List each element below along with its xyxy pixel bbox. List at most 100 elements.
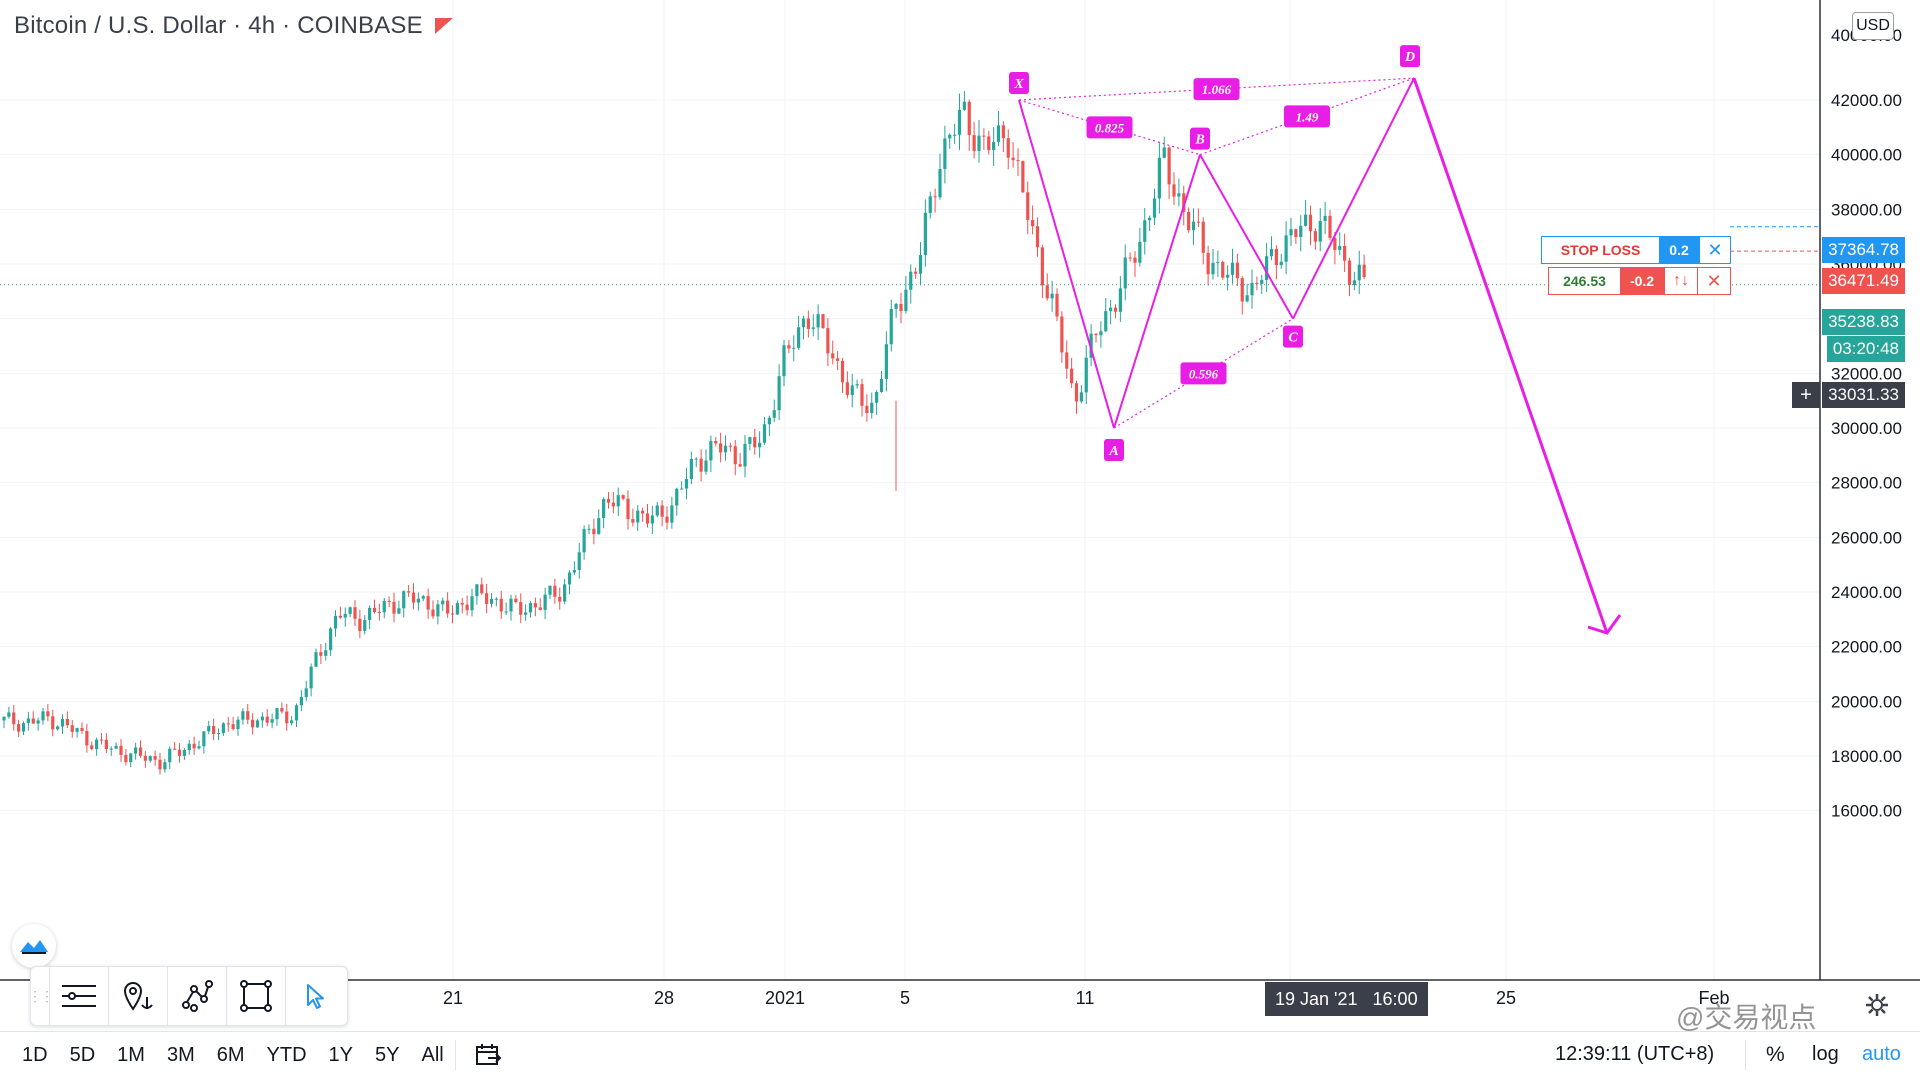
candle-body bbox=[826, 328, 830, 354]
settings-gear-icon[interactable] bbox=[1864, 992, 1890, 1023]
candle-body bbox=[602, 498, 606, 519]
candle-body bbox=[90, 745, 94, 750]
price-tick-label: 38000.00 bbox=[1831, 200, 1902, 219]
drag-handle-icon[interactable]: ⋮⋮ bbox=[28, 967, 54, 1025]
candle-body bbox=[1123, 257, 1127, 289]
candle-body bbox=[1357, 264, 1361, 281]
stop-loss-value[interactable]: 0.2 bbox=[1659, 237, 1699, 263]
candle-body bbox=[777, 376, 781, 411]
symbol-title[interactable]: Bitcoin / U.S. Dollar · 4h · COINBASE bbox=[14, 12, 453, 40]
candle-body bbox=[928, 196, 932, 213]
candle-body bbox=[12, 712, 16, 725]
range-6m[interactable]: 6M bbox=[216, 1044, 245, 1066]
divider bbox=[455, 1040, 456, 1070]
countdown-label: 03:20:48 bbox=[1826, 336, 1905, 362]
candle-body bbox=[99, 739, 104, 741]
cursor-arrow-icon[interactable] bbox=[286, 967, 344, 1025]
candle-body bbox=[1040, 247, 1044, 286]
range-all[interactable]: All bbox=[421, 1044, 444, 1066]
candle-body bbox=[670, 505, 674, 523]
candle-body bbox=[675, 488, 679, 506]
pattern-ratio-label: 1.49 bbox=[1296, 109, 1319, 124]
candle-body bbox=[441, 600, 445, 605]
candle-body bbox=[558, 596, 562, 602]
candle-body bbox=[704, 460, 708, 472]
candle-body bbox=[1045, 285, 1049, 299]
pattern-point-label: C bbox=[1288, 331, 1298, 346]
candle-body bbox=[1167, 147, 1171, 185]
candle-body bbox=[51, 716, 55, 730]
stop-loss-tool[interactable]: STOP LOSS 0.2 ✕ bbox=[1541, 236, 1731, 264]
range-1y[interactable]: 1Y bbox=[328, 1044, 354, 1066]
time-label: 28 bbox=[653, 988, 675, 1008]
pattern-point-badge bbox=[1104, 439, 1124, 461]
candle-body bbox=[1094, 333, 1098, 336]
candle-body bbox=[992, 141, 996, 151]
auto-scale-toggle[interactable]: auto bbox=[1862, 1043, 1901, 1065]
currency-button[interactable]: USD bbox=[1852, 12, 1894, 40]
lines-tool-icon[interactable] bbox=[50, 967, 109, 1025]
candle-body bbox=[811, 327, 815, 329]
candle-body bbox=[845, 382, 849, 396]
target-value[interactable]: -0.2 bbox=[1620, 268, 1664, 294]
range-ytd[interactable]: YTD bbox=[266, 1044, 307, 1066]
candle-body bbox=[372, 607, 377, 613]
percent-scale-toggle[interactable]: % bbox=[1766, 1043, 1785, 1066]
candle-body bbox=[499, 598, 503, 612]
target-tool[interactable]: 246.53 -0.2 ↑↓ ✕ bbox=[1548, 267, 1731, 295]
candle-body bbox=[1050, 293, 1054, 299]
candle-body bbox=[158, 759, 162, 770]
candle-body bbox=[407, 591, 411, 593]
candle-body bbox=[524, 612, 528, 615]
pattern-ratio-badge bbox=[1284, 105, 1330, 128]
candle-body bbox=[402, 591, 406, 609]
candle-body bbox=[212, 726, 216, 735]
candle-body bbox=[324, 650, 328, 656]
pattern-nodes-icon[interactable] bbox=[168, 967, 227, 1025]
candle-body bbox=[182, 750, 186, 756]
close-icon[interactable]: ✕ bbox=[1697, 268, 1730, 294]
range-1m[interactable]: 1M bbox=[117, 1044, 145, 1066]
range-5y[interactable]: 5Y bbox=[375, 1044, 400, 1066]
reverse-arrows-icon[interactable]: ↑↓ bbox=[1664, 268, 1697, 294]
candle-body bbox=[1070, 368, 1074, 384]
cursor-time: 16:00 bbox=[1372, 989, 1418, 1009]
candle-body bbox=[426, 596, 430, 610]
pattern-point-label: B bbox=[1194, 133, 1204, 148]
go-to-date-calendar-icon[interactable] bbox=[474, 1042, 502, 1073]
candle-body bbox=[1133, 257, 1137, 263]
anchor-pin-icon[interactable] bbox=[109, 967, 168, 1025]
candle-body bbox=[636, 510, 640, 523]
candle-body bbox=[884, 344, 888, 379]
candle-body bbox=[1343, 245, 1347, 261]
candle-body bbox=[1152, 198, 1157, 218]
close-icon[interactable]: ✕ bbox=[1699, 237, 1730, 263]
candle-body bbox=[338, 615, 342, 618]
pattern-ratio-label: 1.066 bbox=[1202, 82, 1232, 97]
candle-body bbox=[1006, 138, 1010, 158]
clock-timezone[interactable]: 12:39:11 (UTC+8) bbox=[1555, 1043, 1715, 1065]
chart-canvas[interactable]: X A B C D 1.066 0.825 1.49 0.596 40000.00 42000.0… bbox=[0, 0, 1920, 1032]
candle-body bbox=[631, 519, 635, 523]
range-1d[interactable]: 1D bbox=[22, 1044, 48, 1066]
candle-body bbox=[304, 688, 308, 698]
candle-body bbox=[485, 593, 489, 604]
tradingview-logo-icon[interactable] bbox=[12, 924, 56, 968]
candle-body bbox=[723, 445, 728, 453]
candle-body bbox=[1104, 311, 1108, 332]
range-3m[interactable]: 3M bbox=[166, 1044, 195, 1066]
candle-body bbox=[923, 212, 927, 256]
log-scale-toggle[interactable]: log bbox=[1812, 1043, 1839, 1065]
candle-body bbox=[918, 255, 923, 274]
candle-body bbox=[792, 347, 796, 349]
candle-body bbox=[168, 748, 172, 763]
range-5d[interactable]: 5D bbox=[69, 1044, 96, 1066]
candle-body bbox=[592, 528, 596, 535]
candle-body bbox=[494, 598, 498, 600]
add-plus-icon[interactable]: + bbox=[1792, 382, 1820, 408]
candle-body bbox=[528, 603, 533, 613]
pattern-ratio-label: 0.596 bbox=[1189, 366, 1219, 381]
rectangle-tool-icon[interactable] bbox=[227, 967, 286, 1025]
price-tick-label: 30000.00 bbox=[1831, 419, 1902, 438]
candle-body bbox=[1128, 257, 1132, 259]
